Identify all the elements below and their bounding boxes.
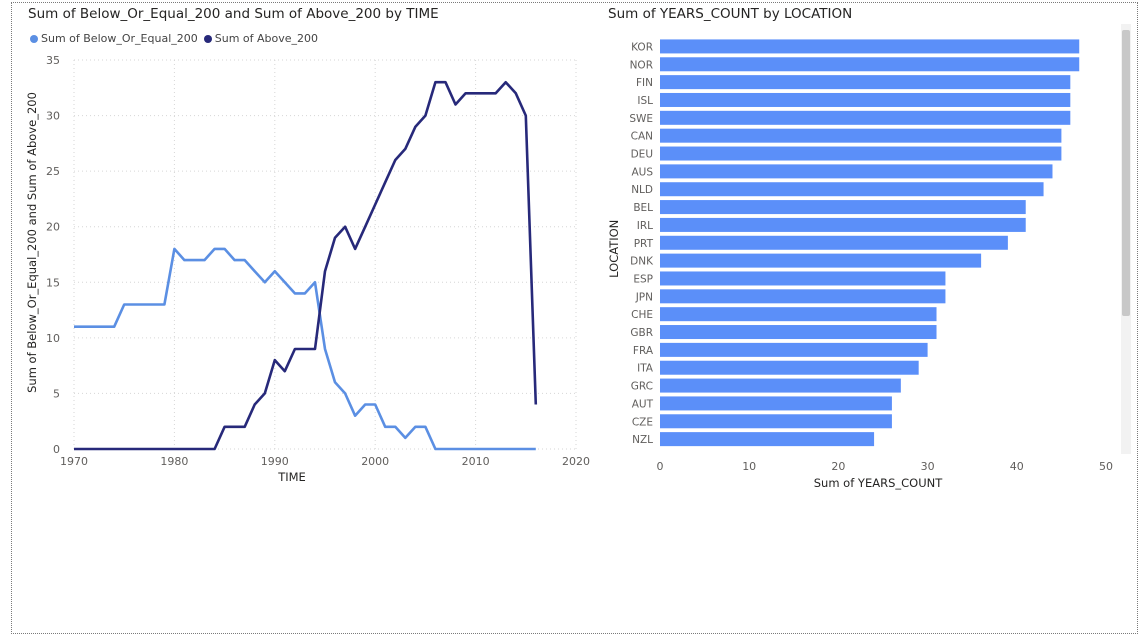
bar-prt bbox=[660, 235, 1008, 250]
x-tick-label-0: 1970 bbox=[60, 455, 88, 468]
x-tick-label-5: 2020 bbox=[562, 455, 590, 468]
category-label-nld: NLD bbox=[631, 184, 653, 196]
category-label-jpn: JPN bbox=[635, 291, 653, 303]
legend-item-below[interactable]: Sum of Below_Or_Equal_200 bbox=[30, 32, 198, 45]
series-line-0 bbox=[74, 247, 536, 451]
bar-aus bbox=[660, 164, 1053, 179]
bar-gbr bbox=[660, 325, 937, 340]
bar-deu bbox=[660, 146, 1062, 161]
category-label-ita: ITA bbox=[637, 363, 654, 375]
line-chart-visual[interactable]: Sum of Below_Or_Equal_200 and Sum of Abo… bbox=[24, 0, 596, 500]
legend-label-above: Sum of Above_200 bbox=[214, 32, 319, 45]
category-label-fra: FRA bbox=[633, 345, 654, 357]
category-label-aut: AUT bbox=[632, 398, 654, 410]
bar-dnk bbox=[660, 253, 982, 268]
y-tick-label-2: 10 bbox=[46, 332, 60, 345]
bar-fin bbox=[660, 75, 1071, 90]
category-label-kor: KOR bbox=[631, 41, 653, 53]
x-tick-label-4: 2010 bbox=[462, 455, 490, 468]
category-label-cze: CZE bbox=[632, 416, 653, 428]
category-label-irl: IRL bbox=[637, 220, 653, 232]
bar-nld bbox=[660, 182, 1044, 197]
bar-nor bbox=[660, 57, 1080, 72]
bar-esp bbox=[660, 271, 946, 286]
bar-chart-title: Sum of YEARS_COUNT by LOCATION bbox=[608, 6, 853, 22]
y-axis-title: Sum of Below_Or_Equal_200 and Sum of Abo… bbox=[25, 92, 39, 393]
category-label-che: CHE bbox=[631, 309, 653, 321]
x-tick-label-1: 10 bbox=[742, 460, 756, 473]
legend-item-above[interactable]: Sum of Above_200 bbox=[203, 32, 319, 45]
bar-irl bbox=[660, 217, 1026, 232]
x-tick-label-0: 0 bbox=[657, 460, 664, 473]
bar-kor bbox=[660, 39, 1080, 54]
category-label-aus: AUS bbox=[631, 166, 653, 178]
x-axis-title: TIME bbox=[277, 470, 306, 484]
y-tick-label-6: 30 bbox=[46, 110, 60, 123]
legend-marker-below-icon bbox=[30, 34, 38, 43]
legend-label-below: Sum of Below_Or_Equal_200 bbox=[41, 32, 198, 45]
category-label-prt: PRT bbox=[634, 238, 654, 250]
y-tick-label-5: 25 bbox=[46, 165, 60, 178]
y-tick-label-4: 20 bbox=[46, 221, 60, 234]
line-chart-legend: Sum of Below_Or_Equal_200 Sum of Above_2… bbox=[30, 32, 324, 45]
bar-chart-scrollbar[interactable] bbox=[1121, 24, 1131, 454]
category-label-can: CAN bbox=[631, 131, 653, 143]
bar-aut bbox=[660, 396, 892, 411]
category-label-esp: ESP bbox=[633, 273, 653, 285]
bar-fra bbox=[660, 342, 928, 357]
category-label-deu: DEU bbox=[631, 149, 653, 161]
bar-grc bbox=[660, 378, 901, 393]
bar-ita bbox=[660, 360, 919, 375]
bar-cze bbox=[660, 414, 892, 429]
bar-bel bbox=[660, 200, 1026, 215]
x-tick-label-3: 30 bbox=[921, 460, 935, 473]
category-label-dnk: DNK bbox=[630, 256, 654, 268]
x-axis-title: Sum of YEARS_COUNT bbox=[814, 476, 943, 490]
y-tick-label-7: 35 bbox=[46, 54, 60, 67]
x-tick-label-2: 20 bbox=[831, 460, 845, 473]
category-label-grc: GRC bbox=[631, 381, 653, 393]
y-tick-label-0: 0 bbox=[53, 443, 60, 456]
category-label-nor: NOR bbox=[630, 59, 653, 71]
bar-swe bbox=[660, 110, 1071, 125]
report-canvas bbox=[11, 2, 1138, 634]
category-label-isl: ISL bbox=[637, 95, 653, 107]
bar-chart-plot: KOR NOR FIN ISL SWE CAN DEU AUS NLD BEL IRL PRT DNK E… bbox=[607, 39, 1113, 490]
x-tick-label-2: 1990 bbox=[261, 455, 289, 468]
legend-marker-above-icon bbox=[203, 34, 212, 43]
line-chart-title: Sum of Below_Or_Equal_200 and Sum of Abo… bbox=[28, 6, 439, 22]
x-tick-label-5: 50 bbox=[1099, 460, 1113, 473]
bar-isl bbox=[660, 92, 1071, 107]
x-tick-label-4: 40 bbox=[1010, 460, 1024, 473]
bar-can bbox=[660, 128, 1062, 143]
line-chart-plot: 0 5 10 15 20 25 30 35 1970 1980 1990 2000 2010 2020 TI… bbox=[25, 54, 590, 484]
series-line-1 bbox=[74, 80, 538, 451]
y-tick-label-3: 15 bbox=[46, 276, 60, 289]
bar-jpn bbox=[660, 289, 946, 304]
y-tick-label-1: 5 bbox=[53, 387, 60, 400]
y-axis-title: LOCATION bbox=[607, 220, 621, 278]
bar-chart-visual[interactable]: Sum of YEARS_COUNT by LOCATION KOR NOR FIN… bbox=[606, 0, 1136, 500]
bar-nzl bbox=[660, 432, 875, 447]
category-label-nzl: NZL bbox=[632, 434, 653, 446]
category-label-swe: SWE bbox=[629, 113, 653, 125]
x-tick-label-1: 1980 bbox=[160, 455, 188, 468]
scrollbar-thumb[interactable] bbox=[1122, 30, 1130, 316]
category-label-gbr: GBR bbox=[630, 327, 653, 339]
bar-che bbox=[660, 307, 937, 322]
x-tick-label-3: 2000 bbox=[361, 455, 389, 468]
category-label-bel: BEL bbox=[633, 202, 653, 214]
category-label-fin: FIN bbox=[636, 77, 653, 89]
